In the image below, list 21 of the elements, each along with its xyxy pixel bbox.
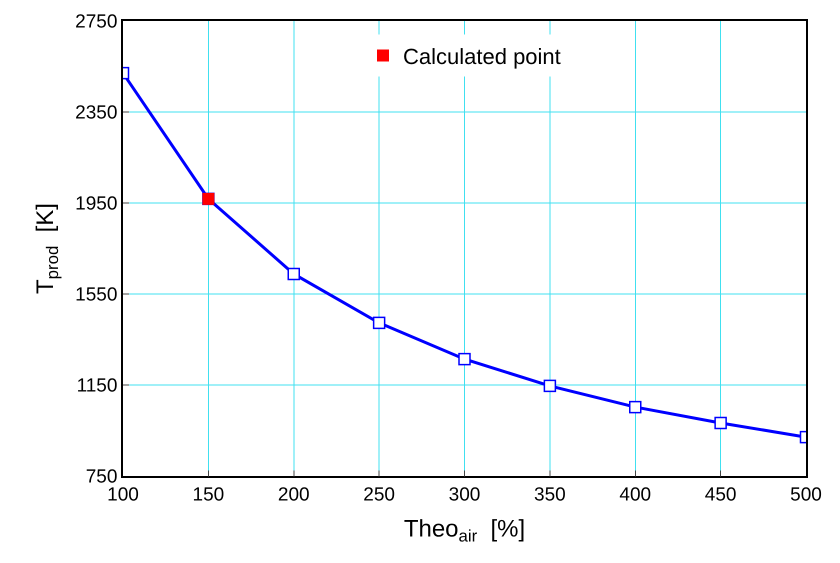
x-tick-label: 400 xyxy=(619,484,652,506)
x-tick-label: 500 xyxy=(790,484,822,506)
legend-label: Calculated point xyxy=(403,44,561,70)
point xyxy=(288,268,300,280)
point xyxy=(544,380,556,392)
y-tick-label: 1550 xyxy=(75,284,118,306)
x-tick-label: 350 xyxy=(534,484,566,506)
point xyxy=(458,352,471,366)
y-tick-label: 1150 xyxy=(76,376,118,397)
point xyxy=(629,400,642,414)
y-tick-label: 2350 xyxy=(75,102,118,124)
y-tick-label: 1950 xyxy=(75,194,118,215)
x-tick-label: 200 xyxy=(278,484,310,506)
x-tick-label: 300 xyxy=(448,484,480,506)
y-tick-label: 2750 xyxy=(75,12,118,33)
point xyxy=(714,416,727,430)
point xyxy=(372,316,386,330)
x-tick-label: 150 xyxy=(192,484,224,506)
x-tick-label: 450 xyxy=(704,484,736,506)
x-axis-title: Theo$_{air}$ [%] xyxy=(404,515,526,546)
x-tick-label: 250 xyxy=(363,484,395,506)
